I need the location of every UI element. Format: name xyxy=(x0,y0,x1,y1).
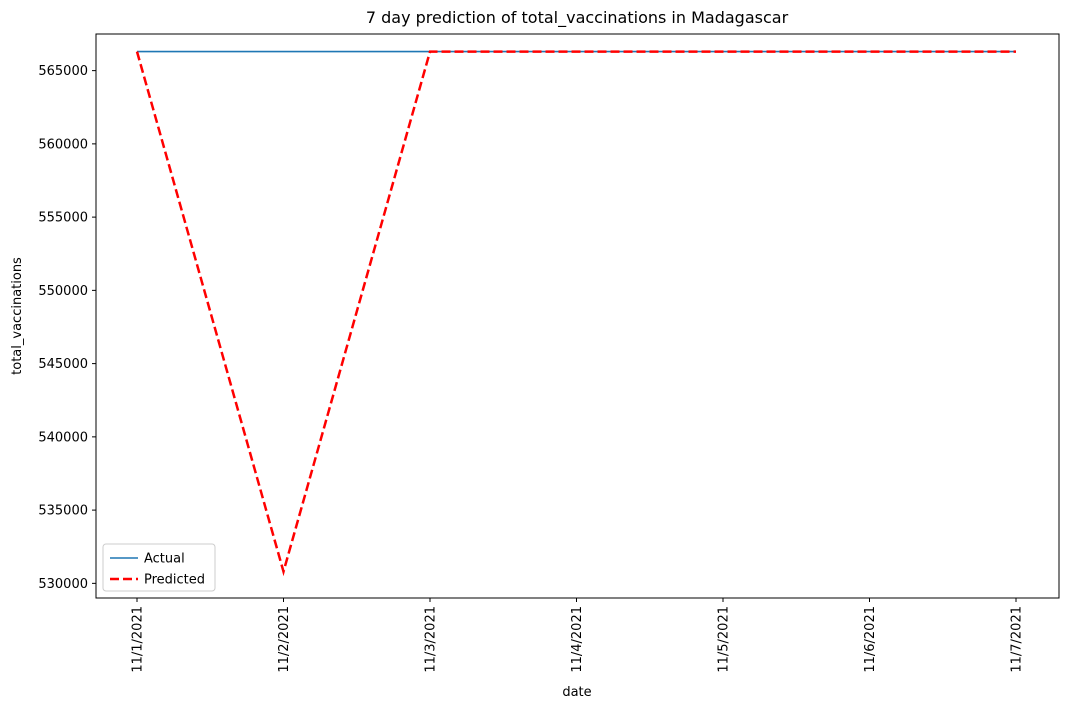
x-tick-label: 11/3/2021 xyxy=(424,606,439,673)
series-line-predicted xyxy=(135,50,1016,577)
y-tick-label: 555000 xyxy=(38,211,88,226)
y-tick-label: 535000 xyxy=(38,504,88,519)
y-tick-label: 565000 xyxy=(38,64,88,79)
x-tick-label: 11/5/2021 xyxy=(717,606,732,673)
legend: Actual Predicted xyxy=(102,543,216,592)
x-axis: 11/1/2021 11/2/2021 11/3/2021 11/4/2021 11/5… xyxy=(131,598,1025,673)
x-tick-label: 11/7/2021 xyxy=(1010,606,1025,673)
x-tick-label: 11/6/2021 xyxy=(863,606,878,673)
y-tick-label: 550000 xyxy=(38,284,88,299)
y-tick-label: 545000 xyxy=(38,357,88,372)
y-axis-title: total_vaccinations xyxy=(10,257,25,375)
y-tick-label: 530000 xyxy=(38,577,88,592)
y-tick-label: 540000 xyxy=(38,430,88,445)
x-axis-title: date xyxy=(562,685,591,700)
x-tick-label: 11/1/2021 xyxy=(131,606,146,673)
series-layer xyxy=(135,50,1016,577)
y-tick-label: 560000 xyxy=(38,137,88,152)
y-axis: 530000 535000 540000 545000 550000 555000 5600… xyxy=(38,64,96,592)
x-tick-label: 11/2/2021 xyxy=(277,606,292,673)
chart-title: 7 day prediction of total_vaccinations i… xyxy=(366,8,789,28)
plot-area xyxy=(95,33,1060,599)
legend-label-actual: Actual xyxy=(144,552,185,567)
x-tick-label: 11/4/2021 xyxy=(570,606,585,673)
legend-label-predicted: Predicted xyxy=(144,573,205,588)
